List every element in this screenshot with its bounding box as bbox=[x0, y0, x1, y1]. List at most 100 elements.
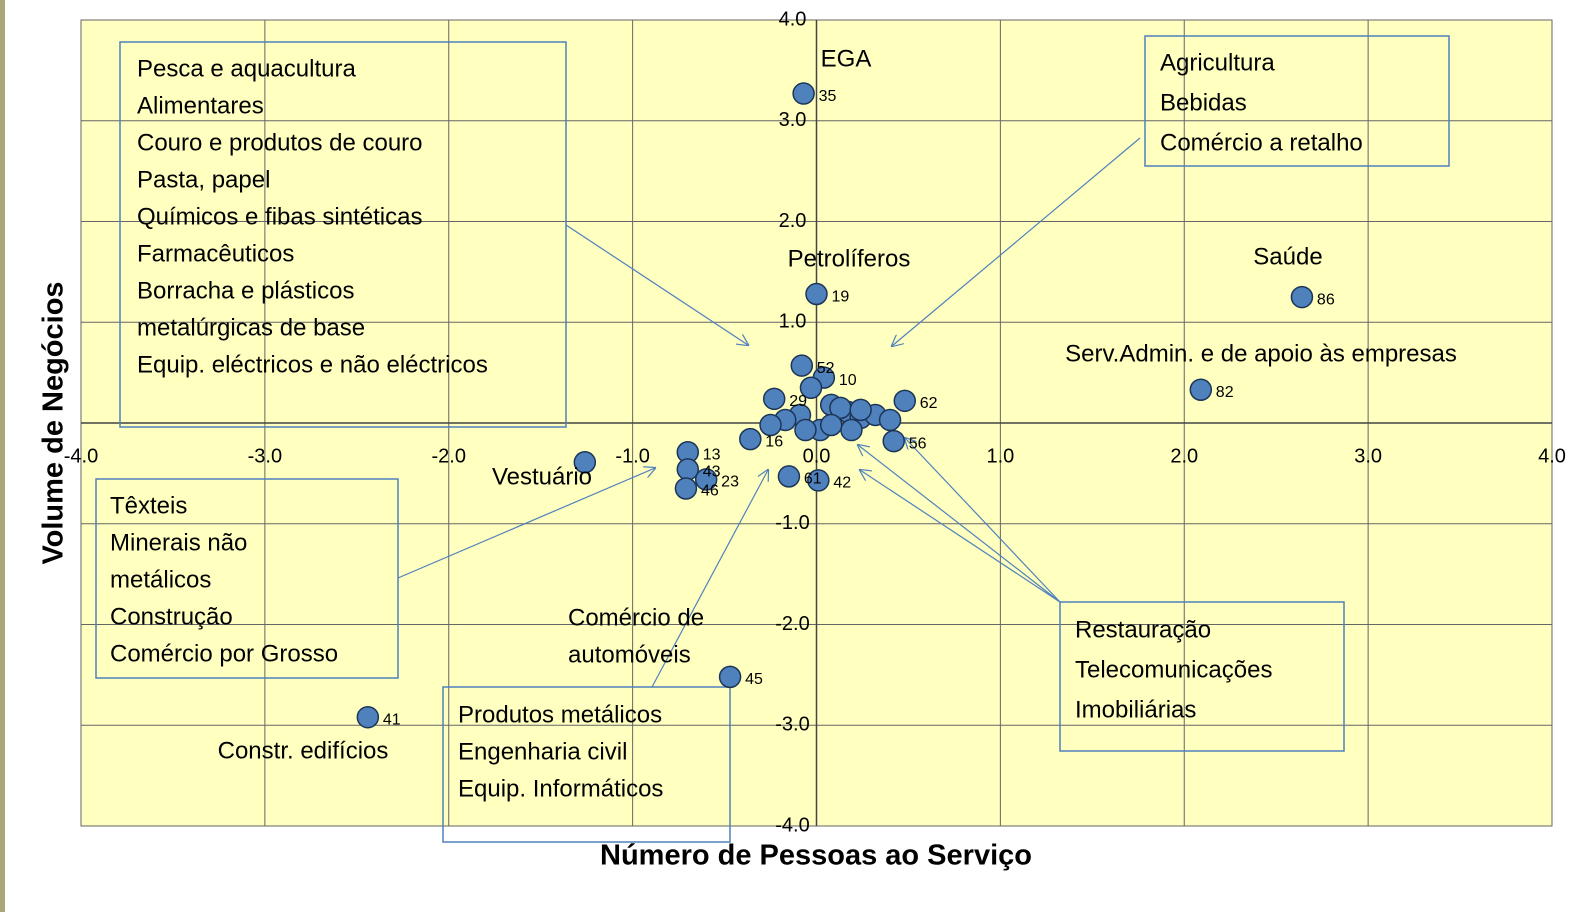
annotation-box bbox=[1059, 601, 1345, 752]
point-label: 82 bbox=[1216, 384, 1234, 401]
point-label: 16 bbox=[765, 433, 783, 450]
point-label: 29 bbox=[789, 393, 807, 410]
point bbox=[1189, 378, 1213, 402]
point bbox=[794, 418, 817, 442]
box-text: Alimentares bbox=[137, 92, 264, 119]
box-text: Químicos e fibas sintéticas bbox=[137, 203, 422, 230]
annotation: Vestuário bbox=[492, 463, 592, 490]
point-label: 13 bbox=[703, 446, 721, 463]
annotation: Serv.Admin. e de apoio às empresas bbox=[1065, 340, 1457, 367]
point-label: 41 bbox=[383, 711, 401, 728]
point bbox=[674, 477, 698, 500]
y-tick-label: -4.0 bbox=[775, 814, 809, 836]
arrow bbox=[858, 445, 1061, 603]
x-axis-title: Número de Pessoas ao Serviço bbox=[600, 840, 1032, 872]
y-tick-label: 1.0 bbox=[779, 311, 807, 333]
point bbox=[807, 469, 830, 492]
arrow bbox=[905, 438, 1061, 603]
x-tick-label: 1.0 bbox=[986, 445, 1014, 467]
point bbox=[739, 427, 762, 451]
box-text: Minerais não bbox=[110, 529, 247, 556]
y-axis-title: Volume de Negócios bbox=[38, 281, 70, 564]
arrow bbox=[651, 470, 768, 688]
annotation-box bbox=[95, 478, 399, 679]
box-text: Engenharia civil bbox=[458, 738, 627, 765]
annotation-box bbox=[1144, 35, 1450, 167]
arrow bbox=[565, 224, 748, 345]
point bbox=[762, 387, 786, 411]
annotation: Petrolíferos bbox=[788, 245, 911, 272]
point-label: 10 bbox=[839, 372, 857, 389]
box-text: Pesca e aquacultura bbox=[137, 55, 356, 82]
point-label: 23 bbox=[721, 474, 739, 491]
box-text: Produtos metálicos bbox=[458, 701, 662, 728]
point bbox=[840, 418, 863, 442]
box-text: Telecomunicações bbox=[1075, 656, 1272, 683]
y-tick-label: -1.0 bbox=[775, 512, 809, 534]
annotation-box bbox=[119, 41, 567, 428]
point bbox=[759, 413, 782, 437]
x-tick-label: -1.0 bbox=[615, 445, 649, 467]
point bbox=[694, 468, 718, 491]
x-tick-label: 4.0 bbox=[1538, 445, 1566, 467]
annotation: EGA bbox=[821, 45, 872, 72]
box-text: Agricultura bbox=[1160, 49, 1275, 76]
point-label: 19 bbox=[832, 288, 850, 305]
left-strip bbox=[0, 0, 5, 912]
box-text: Construção bbox=[110, 603, 233, 630]
point-label: 62 bbox=[920, 395, 938, 412]
point bbox=[1290, 285, 1314, 309]
box-text: Equip. Informáticos bbox=[458, 775, 663, 802]
point bbox=[790, 354, 814, 377]
box-text: Borracha e plásticos bbox=[137, 277, 354, 304]
point-label: 42 bbox=[833, 475, 851, 492]
box-text: Pasta, papel bbox=[137, 166, 270, 193]
point bbox=[777, 465, 801, 488]
x-tick-label: -4.0 bbox=[64, 445, 98, 467]
box-text: Farmacêuticos bbox=[137, 240, 294, 267]
box-text: Comércio por Grosso bbox=[110, 640, 338, 667]
point bbox=[573, 451, 597, 474]
point-label: 61 bbox=[804, 471, 822, 488]
point bbox=[676, 458, 700, 481]
box-text: Couro e produtos de couro bbox=[137, 129, 423, 156]
x-tick-label: 3.0 bbox=[1354, 445, 1382, 467]
box-text: Restauração bbox=[1075, 616, 1211, 643]
point-label: 45 bbox=[745, 671, 763, 688]
y-tick-label: 2.0 bbox=[779, 210, 807, 232]
annotation-box bbox=[442, 686, 731, 843]
x-tick-label: -3.0 bbox=[248, 445, 282, 467]
y-tick-label: 4.0 bbox=[779, 8, 807, 30]
annotation: Comércio de bbox=[568, 604, 704, 631]
point-label: 86 bbox=[1317, 291, 1335, 308]
arrow bbox=[397, 468, 655, 579]
annotation: Saúde bbox=[1253, 243, 1322, 270]
y-tick-label: -3.0 bbox=[775, 714, 809, 736]
x-tick-label: 2.0 bbox=[1170, 445, 1198, 467]
box-text: metalúrgicas de base bbox=[137, 314, 365, 341]
point-label: 52 bbox=[817, 360, 835, 377]
point bbox=[878, 408, 902, 432]
point bbox=[819, 413, 843, 437]
box-text: Têxteis bbox=[110, 492, 187, 519]
point bbox=[882, 429, 905, 453]
point bbox=[893, 389, 917, 413]
point-label: 35 bbox=[819, 88, 837, 105]
arrow bbox=[860, 470, 1061, 603]
y-tick-label: 3.0 bbox=[779, 109, 807, 131]
point bbox=[799, 376, 823, 399]
annotation: Constr. edifícios bbox=[218, 737, 389, 764]
point-label: 43 bbox=[703, 464, 721, 481]
x-tick-label: 0.0 bbox=[803, 445, 831, 467]
point bbox=[718, 665, 742, 689]
box-text: Comércio a retalho bbox=[1160, 129, 1363, 156]
y-tick-label: -2.0 bbox=[775, 613, 809, 635]
box-text: Imobiliárias bbox=[1075, 696, 1196, 723]
point bbox=[849, 398, 872, 422]
box-text: metálicos bbox=[110, 566, 211, 593]
arrow bbox=[892, 137, 1141, 346]
x-tick-label: -2.0 bbox=[432, 445, 466, 467]
point-label: 46 bbox=[701, 483, 719, 500]
point-label: 56 bbox=[909, 435, 927, 452]
